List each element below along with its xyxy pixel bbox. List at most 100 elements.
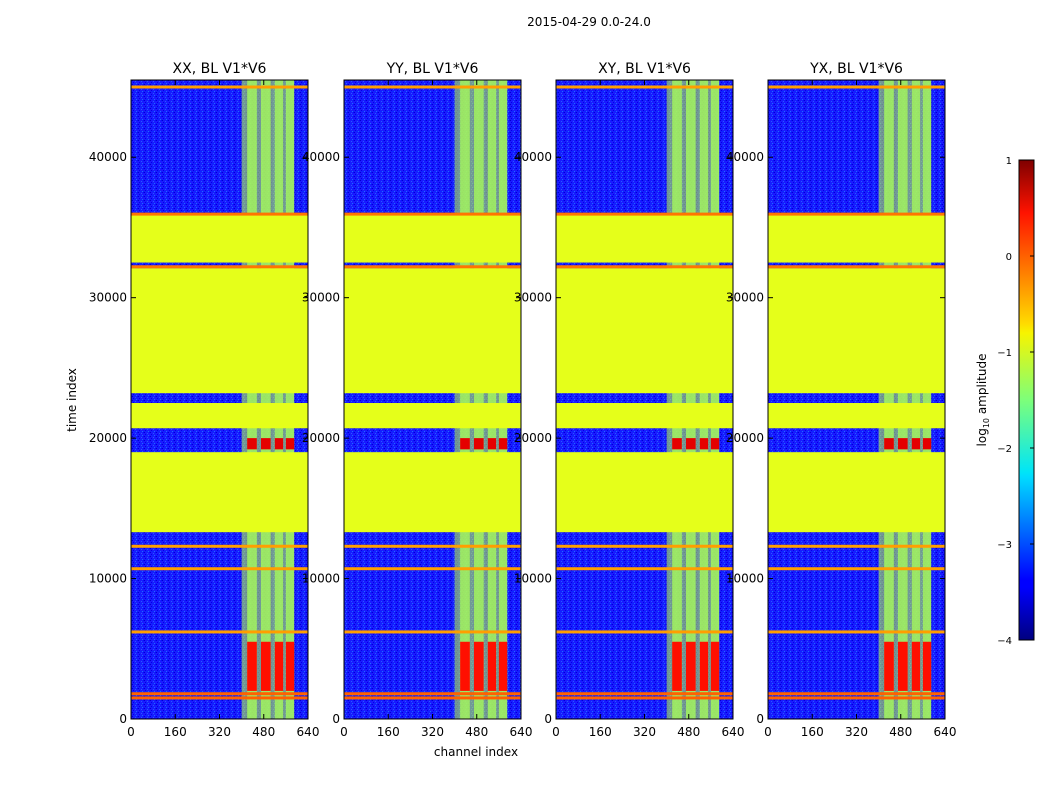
x-tick-label: 160 — [164, 725, 187, 739]
strong-rfi-block — [460, 438, 470, 450]
rfi-channel-strip — [498, 80, 508, 719]
colorbar-tick-label: −4 — [997, 636, 1012, 647]
y-tick-label: 0 — [119, 712, 127, 726]
flag-line — [768, 212, 945, 216]
x-tick-label: 480 — [465, 725, 488, 739]
flag-line — [131, 692, 308, 696]
flag-line — [556, 692, 733, 696]
flag-line — [344, 630, 521, 634]
y-tick-label: 10000 — [726, 572, 764, 586]
flag-line — [768, 85, 945, 89]
y-tick-label: 0 — [332, 712, 340, 726]
flag-line — [344, 544, 521, 548]
y-tick-label: 10000 — [514, 572, 552, 586]
y-tick-label: 20000 — [726, 431, 764, 445]
flag-line — [556, 567, 733, 571]
flag-line — [768, 567, 945, 571]
y-tick-label: 30000 — [302, 291, 340, 305]
x-tick-label: 0 — [340, 725, 348, 739]
flagged-time-range — [556, 268, 733, 394]
y-tick-label: 20000 — [302, 431, 340, 445]
strong-rfi-block — [699, 438, 709, 450]
colorbar-label-suffix: amplitude — [975, 354, 989, 418]
flag-line — [768, 630, 945, 634]
strong-rfi-block — [274, 438, 284, 450]
panel-title: XX, BL V1*V6 — [173, 61, 267, 77]
y-tick-label: 40000 — [302, 150, 340, 164]
y-tick-label: 10000 — [302, 572, 340, 586]
flag-line — [131, 630, 308, 634]
flag-line — [768, 692, 945, 696]
colorbar-tick-label: −1 — [997, 348, 1012, 359]
strong-rfi-block — [487, 641, 497, 691]
figure-suptitle: 2015-04-29 0.0-24.0 — [527, 15, 651, 29]
strong-rfi-block — [247, 641, 257, 691]
flag-line — [131, 544, 308, 548]
flagged-time-range — [556, 452, 733, 533]
rfi-channel-strip — [460, 80, 470, 719]
flag-line — [344, 85, 521, 89]
strong-rfi-block — [473, 438, 484, 450]
x-tick-label: 160 — [377, 725, 400, 739]
strong-rfi-block — [498, 641, 508, 691]
flagged-time-range — [131, 214, 308, 263]
flag-line — [556, 265, 733, 269]
y-tick-label: 20000 — [514, 431, 552, 445]
flag-line — [131, 567, 308, 571]
panel-title: YX, BL V1*V6 — [809, 61, 903, 77]
y-tick-label: 40000 — [514, 150, 552, 164]
colorbar-tick-label: 1 — [1006, 156, 1012, 167]
flagged-time-range — [344, 403, 521, 429]
flag-line — [131, 696, 308, 700]
strong-rfi-block — [710, 641, 720, 691]
strong-rfi-block — [285, 438, 295, 450]
flagged-time-range — [344, 452, 521, 533]
flag-line — [131, 212, 308, 216]
colorbar-tick-label: 0 — [1006, 252, 1012, 263]
flagged-time-range — [768, 452, 945, 533]
y-tick-label: 30000 — [726, 291, 764, 305]
flagged-time-range — [768, 214, 945, 263]
strong-rfi-block — [922, 438, 932, 450]
panel-2: YY, BL V1*V6 0 160 320 480 640 0 10000 20000 3000… — [302, 61, 533, 739]
flag-line — [768, 544, 945, 548]
flag-line — [556, 544, 733, 548]
strong-rfi-block — [911, 641, 921, 691]
y-tick-label: 30000 — [514, 291, 552, 305]
strong-rfi-block — [487, 438, 497, 450]
x-tick-label: 480 — [677, 725, 700, 739]
strong-rfi-block — [897, 438, 908, 450]
colorbar-label-prefix: log — [975, 428, 989, 446]
panel-title: YY, BL V1*V6 — [386, 61, 479, 77]
flag-line — [768, 696, 945, 700]
flag-line — [556, 212, 733, 216]
flag-line — [344, 567, 521, 571]
flag-line — [131, 265, 308, 269]
x-tick-label: 480 — [889, 725, 912, 739]
flag-line — [556, 630, 733, 634]
flag-line — [556, 696, 733, 700]
strong-rfi-block — [460, 641, 470, 691]
colorbar-gradient — [1018, 159, 1035, 641]
strong-rfi-block — [685, 641, 696, 691]
rfi-channel-strip — [922, 80, 932, 719]
y-tick-label: 0 — [756, 712, 764, 726]
flagged-time-range — [768, 268, 945, 394]
rfi-channel-strip — [487, 80, 497, 719]
strong-rfi-block — [897, 641, 908, 691]
strong-rfi-block — [672, 438, 682, 450]
x-axis-label: channel index — [434, 745, 518, 759]
x-tick-label: 160 — [801, 725, 824, 739]
heatmap-panels: XX, BL V1*V6 0 160 320 480 640 0 10000 20000 3000… — [89, 61, 957, 739]
strong-rfi-block — [884, 438, 894, 450]
x-tick-label: 640 — [510, 725, 533, 739]
rfi-channel-strip — [710, 80, 720, 719]
panel-1: XX, BL V1*V6 0 160 320 480 640 0 10000 20000 3000… — [89, 61, 320, 739]
x-tick-label: 0 — [552, 725, 560, 739]
x-tick-label: 480 — [252, 725, 275, 739]
flagged-time-range — [556, 403, 733, 429]
panel-4: YX, BL V1*V6 0 160 320 480 640 0 10000 20000 3000… — [726, 61, 957, 739]
flag-line — [344, 692, 521, 696]
flag-line — [131, 85, 308, 89]
strong-rfi-block — [285, 641, 295, 691]
